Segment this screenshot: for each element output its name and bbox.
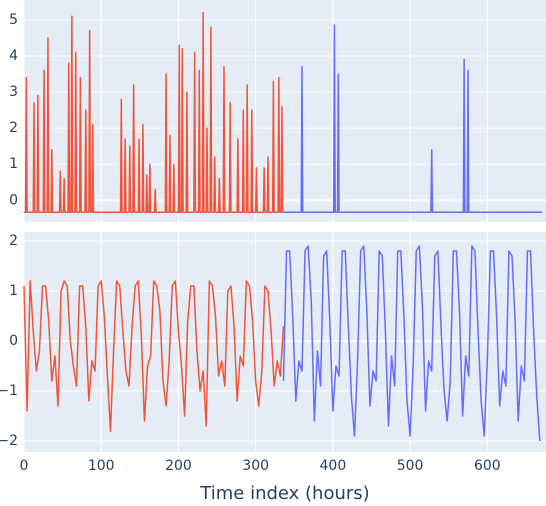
y-tick-label: 0	[9, 333, 18, 349]
x-tick-label: 100	[88, 458, 115, 474]
data-line	[23, 280, 285, 432]
y-tick-label: 2	[9, 120, 18, 136]
x-tick-label: 400	[320, 458, 347, 474]
plot-background	[24, 0, 546, 222]
y-tick-label: 1	[9, 156, 18, 172]
data-line	[24, 11, 284, 213]
x-tick-label: 0	[20, 458, 29, 474]
x-tick-label: 200	[165, 458, 192, 474]
data-line	[283, 24, 543, 213]
x-axis-title: Time index (hours)	[199, 483, 369, 504]
y-tick-label: −1	[0, 383, 18, 399]
y-tick-label: 5	[9, 12, 18, 28]
y-tick-label: 0	[9, 192, 18, 208]
y-tick-label: 2	[9, 233, 18, 249]
x-tick-label: 500	[397, 458, 424, 474]
y-tick-label: 3	[9, 84, 18, 100]
y-tick-label: 4	[9, 48, 18, 64]
x-tick-label: 600	[474, 458, 501, 474]
data-line	[282, 245, 541, 442]
y-tick-label: 1	[9, 283, 18, 299]
y-tick-label: −2	[0, 433, 18, 449]
x-tick-label: 300	[242, 458, 269, 474]
